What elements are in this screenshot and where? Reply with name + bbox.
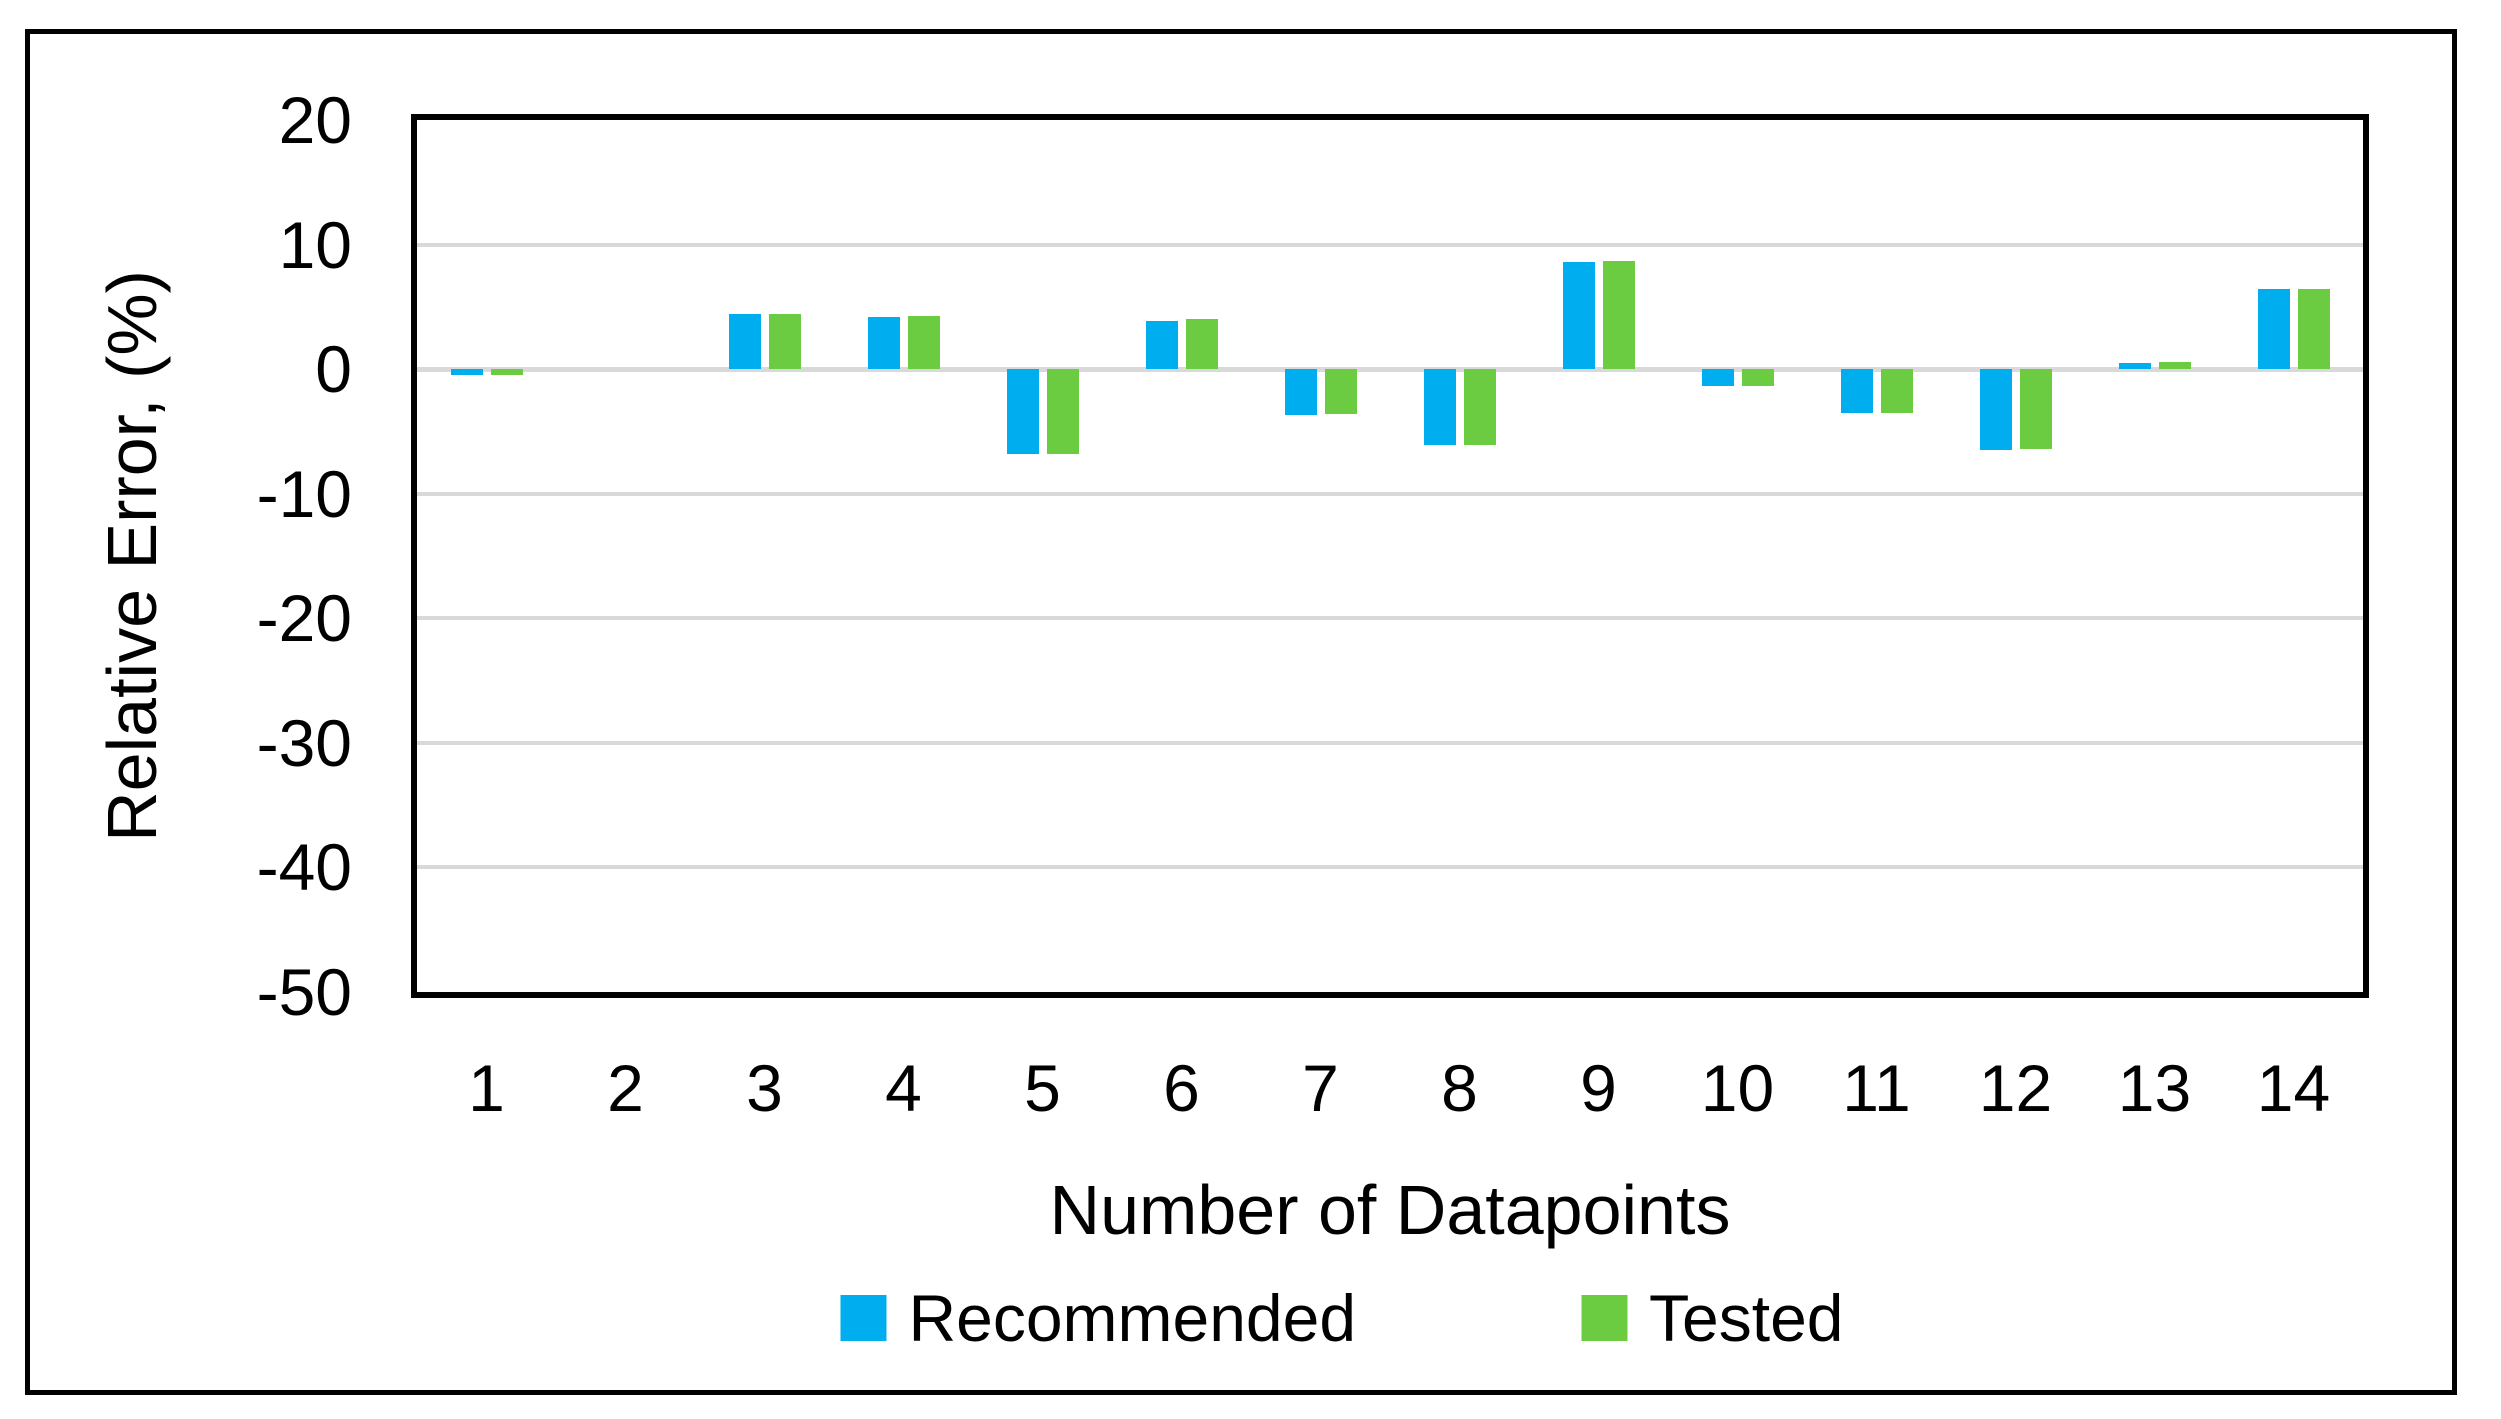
plot-area — [411, 114, 2369, 998]
x-tick-label: 11 — [1842, 1051, 1911, 1125]
bar-recommended-5 — [1006, 369, 1039, 454]
gridline — [417, 865, 2363, 870]
bar-recommended-13 — [2118, 362, 2151, 370]
bar-recommended-1 — [450, 369, 483, 376]
legend-item-recommended: Recommended — [840, 1282, 1356, 1354]
bar-tested-11 — [1880, 369, 1913, 413]
bar-recommended-8 — [1423, 369, 1456, 446]
bar-tested-1 — [490, 369, 523, 376]
bar-tested-10 — [1741, 369, 1774, 387]
recommended-series-swatch-icon — [840, 1295, 887, 1341]
zero-gridline — [417, 366, 2363, 372]
x-tick-label: 4 — [885, 1051, 922, 1125]
bar-tested-7 — [1324, 369, 1357, 414]
y-tick-label: -10 — [256, 456, 352, 531]
gridline — [417, 616, 2363, 621]
bar-recommended-10 — [1701, 369, 1734, 387]
y-tick-label: 10 — [278, 207, 352, 282]
figure-border — [25, 29, 2457, 1395]
bar-recommended-7 — [1284, 369, 1317, 416]
x-tick-label: 3 — [746, 1051, 783, 1125]
y-axis-title: Relative Error, (%) — [93, 270, 171, 842]
y-tick-label: -30 — [256, 705, 352, 780]
x-tick-label: 12 — [1978, 1051, 2053, 1125]
bar-recommended-6 — [1145, 320, 1178, 370]
bar-tested-4 — [907, 315, 940, 370]
bar-tested-14 — [2297, 289, 2330, 370]
x-tick-label: 5 — [1024, 1051, 1061, 1125]
gridline — [417, 740, 2363, 745]
x-tick-label: 13 — [2117, 1051, 2192, 1125]
tested-series-swatch-icon — [1581, 1295, 1628, 1341]
legend-item-tested: Tested — [1581, 1281, 1844, 1355]
x-tick-label: 2 — [607, 1051, 644, 1125]
x-tick-label: 7 — [1302, 1051, 1339, 1125]
x-tick-label: 8 — [1441, 1051, 1478, 1125]
bar-tested-9 — [1602, 260, 1635, 370]
legend-label-tested: Tested — [1649, 1281, 1844, 1355]
bar-tested-13 — [2158, 361, 2191, 370]
x-tick-label: 1 — [468, 1051, 505, 1125]
bar-recommended-9 — [1562, 262, 1595, 370]
bar-tested-12 — [2019, 369, 2052, 449]
y-tick-label: -20 — [256, 581, 352, 656]
legend: Recommended Tested — [840, 1281, 1844, 1355]
gridline — [417, 242, 2363, 247]
bar-tested-3 — [768, 314, 801, 370]
y-tick-label: -50 — [256, 955, 352, 1029]
bar-tested-6 — [1185, 319, 1218, 370]
legend-label-recommended: Recommended — [908, 1281, 1357, 1355]
x-tick-label: 9 — [1580, 1051, 1617, 1125]
y-tick-label: -40 — [256, 830, 352, 905]
bar-tested-8 — [1463, 369, 1496, 446]
x-tick-label: 14 — [2256, 1051, 2331, 1125]
x-tick-label: 6 — [1163, 1051, 1200, 1125]
bar-recommended-12 — [1979, 369, 2012, 451]
bar-recommended-4 — [867, 316, 900, 370]
gridline — [417, 491, 2363, 496]
x-tick-label: 10 — [1700, 1051, 1775, 1125]
x-axis-title: Number of Datapoints — [1049, 1171, 1731, 1249]
bar-recommended-3 — [728, 314, 761, 370]
bar-recommended-14 — [2257, 289, 2290, 370]
bar-tested-5 — [1046, 369, 1079, 454]
bar-recommended-11 — [1840, 369, 1873, 413]
y-tick-label: 20 — [278, 83, 352, 157]
y-tick-label: 0 — [315, 332, 352, 407]
